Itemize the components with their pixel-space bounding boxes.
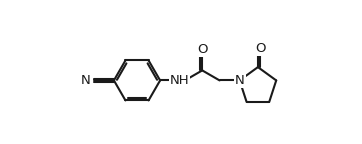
Text: O: O [255,42,265,55]
Text: O: O [197,43,207,56]
Text: N: N [235,74,244,87]
Text: NH: NH [170,74,189,87]
Text: N: N [81,74,91,87]
